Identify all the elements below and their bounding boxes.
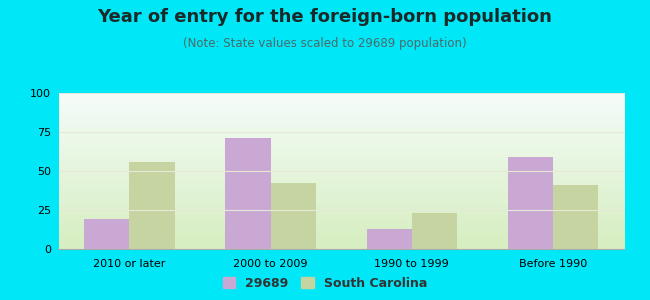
Legend: 29689, South Carolina: 29689, South Carolina <box>219 273 431 294</box>
Bar <box>412 213 457 249</box>
Bar <box>508 157 553 249</box>
Bar <box>367 229 412 249</box>
Bar <box>84 219 129 249</box>
Text: (Note: State values scaled to 29689 population): (Note: State values scaled to 29689 popu… <box>183 38 467 50</box>
Bar <box>129 162 175 249</box>
Text: Year of entry for the foreign-born population: Year of entry for the foreign-born popul… <box>98 8 552 26</box>
Bar <box>270 184 316 249</box>
Bar <box>226 138 270 249</box>
Bar <box>553 185 598 249</box>
